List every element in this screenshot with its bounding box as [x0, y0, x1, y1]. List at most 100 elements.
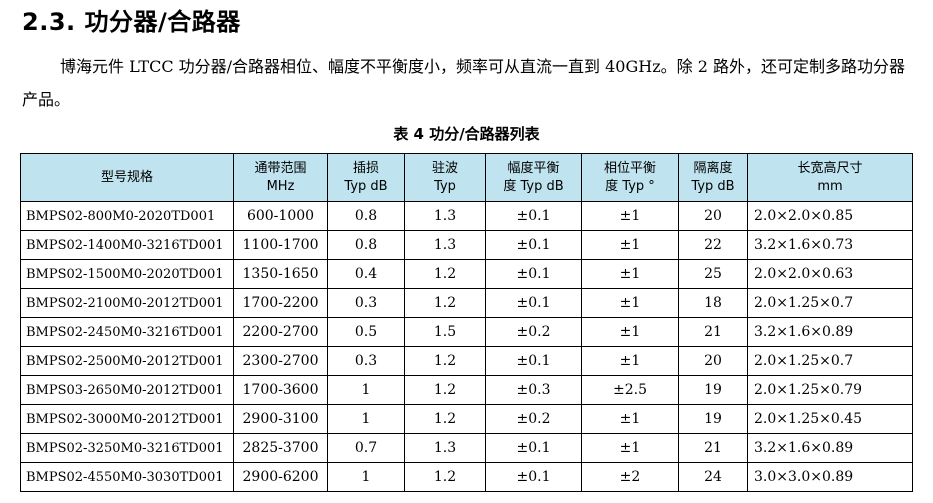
cell-model: BMPS02-3250M0-3216TD001: [20, 433, 234, 463]
cell-isolation: 21: [678, 433, 748, 463]
header-insertion-loss: 插损 Typ dB: [327, 153, 405, 202]
cell-isolation: 19: [678, 375, 748, 405]
header-unit: mm: [817, 178, 843, 194]
cell-model: BMPS02-1400M0-3216TD001: [20, 230, 234, 260]
table-row: BMPS02-2450M0-3216TD001 2200-2700 0.5 1.5 ±0…: [20, 317, 913, 347]
table-row: BMPS02-2100M0-2012TD001 1700-2200 0.3 1.2 ±0…: [20, 288, 913, 318]
cell-dimensions: 3.2×1.6×0.89: [747, 433, 913, 463]
cell-dimensions: 2.0×1.25×0.7: [747, 288, 913, 318]
cell-passband: 2200-2700: [233, 317, 328, 347]
cell-isolation: 22: [678, 230, 748, 260]
cell-phase-balance: ±1: [581, 288, 679, 318]
cell-model: BMPS02-3000M0-2012TD001: [20, 404, 234, 434]
cell-vswr: 1.3: [404, 230, 486, 260]
cell-vswr: 1.2: [404, 346, 486, 376]
cell-vswr: 1.3: [404, 433, 486, 463]
cell-vswr: 1.2: [404, 259, 486, 289]
cell-dimensions: 2.0×1.25×0.79: [747, 375, 913, 405]
cell-model: BMPS02-2450M0-3216TD001: [20, 317, 234, 347]
cell-insertion-loss: 0.3: [327, 288, 405, 318]
cell-vswr: 1.5: [404, 317, 486, 347]
cell-passband: 1350-1650: [233, 259, 328, 289]
cell-model: BMPS02-2100M0-2012TD001: [20, 288, 234, 318]
cell-amplitude-balance: ±0.1: [485, 259, 582, 289]
header-isolation: 隔离度 Typ dB: [678, 153, 748, 202]
cell-dimensions: 2.0×2.0×0.85: [747, 201, 913, 231]
header-label: 驻波: [431, 160, 458, 176]
header-label: 幅度平衡: [507, 160, 560, 176]
cell-insertion-loss: 0.5: [327, 317, 405, 347]
table-row: BMPS02-1500M0-2020TD001 1350-1650 0.4 1.2 ±0…: [20, 259, 913, 289]
cell-phase-balance: ±1: [581, 317, 679, 347]
header-label: 型号规格: [100, 169, 153, 185]
cell-insertion-loss: 0.8: [327, 201, 405, 231]
header-model: 型号规格: [20, 153, 234, 202]
header-label: 隔离度: [693, 160, 733, 176]
cell-amplitude-balance: ±0.1: [485, 288, 582, 318]
cell-phase-balance: ±1: [581, 259, 679, 289]
cell-vswr: 1.2: [404, 404, 486, 434]
header-unit: MHz: [266, 178, 295, 194]
cell-vswr: 1.3: [404, 201, 486, 231]
cell-passband: 1100-1700: [233, 230, 328, 260]
cell-isolation: 21: [678, 317, 748, 347]
cell-amplitude-balance: ±0.1: [485, 230, 582, 260]
cell-model: BMPS02-4550M0-3030TD001: [20, 462, 234, 492]
cell-passband: 2825-3700: [233, 433, 328, 463]
table-header: 型号规格 通带范围 MHz 插损 Typ dB 驻波 Typ 幅度平衡 度 Ty…: [20, 153, 913, 202]
header-label: 长宽高尺寸: [797, 160, 863, 176]
cell-isolation: 18: [678, 288, 748, 318]
cell-phase-balance: ±1: [581, 201, 679, 231]
cell-passband: 1700-2200: [233, 288, 328, 318]
cell-phase-balance: ±1: [581, 230, 679, 260]
cell-model: BMPS02-2500M0-2012TD001: [20, 346, 234, 376]
header-row: 型号规格 通带范围 MHz 插损 Typ dB 驻波 Typ 幅度平衡 度 Ty…: [20, 153, 913, 202]
cell-isolation: 25: [678, 259, 748, 289]
header-unit: Typ dB: [691, 178, 735, 194]
header-label: 插损: [352, 160, 379, 176]
cell-vswr: 1.2: [404, 462, 486, 492]
header-unit: Typ: [434, 178, 456, 194]
header-unit: 度 Typ dB: [503, 178, 564, 194]
intro-paragraph: 博海元件 LTCC 功分器/合路器相位、幅度不平衡度小，频率可从直流一直到 40…: [22, 57, 906, 109]
cell-isolation: 19: [678, 404, 748, 434]
cell-phase-balance: ±2: [581, 462, 679, 492]
cell-vswr: 1.2: [404, 375, 486, 405]
table-row: BMPS02-4550M0-3030TD001 2900-6200 1 1.2 ±0.1…: [20, 462, 913, 492]
table-body: BMPS02-800M0-2020TD001 600-1000 0.8 1.3 ±0.1…: [20, 201, 913, 492]
cell-dimensions: 3.2×1.6×0.89: [747, 317, 913, 347]
cell-passband: 2900-3100: [233, 404, 328, 434]
table-row: BMPS03-2650M0-2012TD001 1700-3600 1 1.2 ±0.3…: [20, 375, 913, 405]
cell-passband: 2300-2700: [233, 346, 328, 376]
cell-insertion-loss: 1: [327, 462, 405, 492]
cell-dimensions: 2.0×1.25×0.7: [747, 346, 913, 376]
header-label: 相位平衡: [603, 160, 656, 176]
cell-insertion-loss: 1: [327, 375, 405, 405]
header-unit: 度 Typ °: [605, 178, 655, 194]
cell-passband: 600-1000: [233, 201, 328, 231]
cell-amplitude-balance: ±0.1: [485, 433, 582, 463]
cell-insertion-loss: 0.3: [327, 346, 405, 376]
cell-insertion-loss: 0.7: [327, 433, 405, 463]
cell-amplitude-balance: ±0.1: [485, 462, 582, 492]
cell-passband: 2900-6200: [233, 462, 328, 492]
cell-isolation: 24: [678, 462, 748, 492]
header-amplitude-balance: 幅度平衡 度 Typ dB: [485, 153, 582, 202]
cell-amplitude-balance: ±0.3: [485, 375, 582, 405]
cell-amplitude-balance: ±0.2: [485, 317, 582, 347]
header-phase-balance: 相位平衡 度 Typ °: [581, 153, 679, 202]
header-dimensions: 长宽高尺寸 mm: [747, 153, 913, 202]
table-caption: 表 4 功分/合路器列表: [393, 125, 540, 143]
cell-dimensions: 3.0×3.0×0.89: [747, 462, 913, 492]
cell-isolation: 20: [678, 201, 748, 231]
table-row: BMPS02-800M0-2020TD001 600-1000 0.8 1.3 ±0.1…: [20, 201, 913, 231]
cell-dimensions: 2.0×2.0×0.63: [747, 259, 913, 289]
header-unit: Typ dB: [344, 178, 388, 194]
header-vswr: 驻波 Typ: [404, 153, 486, 202]
cell-phase-balance: ±1: [581, 433, 679, 463]
table-row: BMPS02-3250M0-3216TD001 2825-3700 0.7 1.3 ±0…: [20, 433, 913, 463]
cell-dimensions: 3.2×1.6×0.73: [747, 230, 913, 260]
section-title: 2.3. 功分器/合路器: [22, 8, 241, 36]
table-row: BMPS02-2500M0-2012TD001 2300-2700 0.3 1.2 ±0…: [20, 346, 913, 376]
cell-phase-balance: ±1: [581, 346, 679, 376]
